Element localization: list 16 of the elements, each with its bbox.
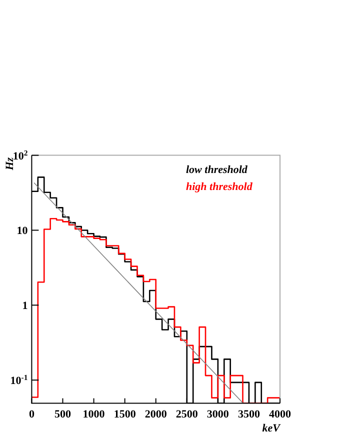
y-tick-label: 10$^{-1}$ <box>10 372 28 388</box>
x-tick-label: 3500 <box>238 408 260 420</box>
y-tick-label: 1 <box>22 300 28 312</box>
x-tick-label: 2000 <box>144 408 168 420</box>
x-tick-label: 4000 <box>269 408 292 420</box>
x-tick-label: 500 <box>54 408 72 420</box>
x-tick-label: 2500 <box>176 408 198 420</box>
y-tick-label: 10$^{2}$ <box>12 148 28 162</box>
x-tick-label: 1000 <box>82 408 106 420</box>
y-tick-label: 10 <box>16 225 28 238</box>
x-tick-label: 0 <box>28 408 35 420</box>
x-axis-title: keV <box>262 422 282 434</box>
x-tick-label: 3000 <box>206 408 230 420</box>
x-tick-label: 1500 <box>114 408 136 420</box>
text: low threshold <box>186 164 248 176</box>
text: high threshold <box>186 181 253 193</box>
